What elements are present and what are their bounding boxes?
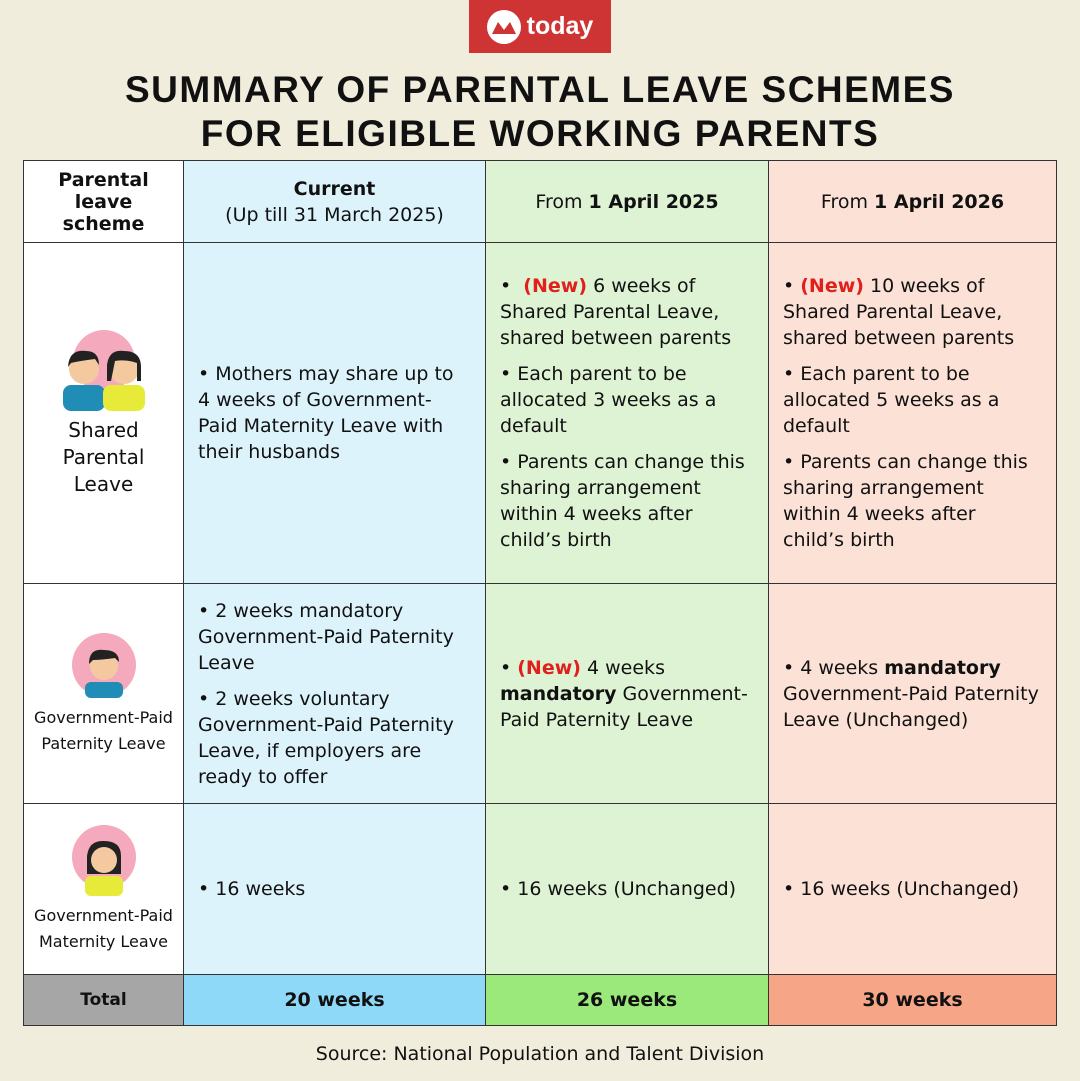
table-row: Government-Paid Paternity Leave • 2 week… <box>23 583 1057 804</box>
logo-text: today <box>526 12 594 40</box>
leave-table: Parental leave scheme Current (Up till 31… <box>23 160 1057 1026</box>
table-row: Shared Parental Leave • Mothers may shar… <box>23 242 1057 584</box>
bullet-text: Government-Paid Paternity Leave <box>500 682 748 731</box>
father-icon <box>71 632 136 698</box>
header-current: Current (Up till 31 March 2025) <box>183 160 486 243</box>
total-current: 20 weeks <box>183 974 486 1026</box>
header-scheme: Parental leave scheme <box>23 160 184 243</box>
header-row: Parental leave scheme Current (Up till 31… <box>23 160 1057 243</box>
cell-2026: • (New) 10 weeks of Shared Parental Leav… <box>768 242 1057 584</box>
current-sub: (Up till 31 March 2025) <box>225 203 444 226</box>
bullet: • (New) 4 weeks mandatory Government-Pai… <box>500 656 748 731</box>
bullet-text: • 4 weeks <box>783 656 879 679</box>
date-2025: 1 April 2025 <box>588 190 719 213</box>
logo-mark-icon <box>486 9 521 44</box>
bullet: • 4 weeks mandatory Government-Paid Pate… <box>783 655 1042 733</box>
bullet: • Parents can change this sharing arrang… <box>500 451 745 551</box>
total-2025: 26 weeks <box>485 974 769 1026</box>
today-logo: today <box>469 0 611 53</box>
scheme-cell: Government-Paid Paternity Leave <box>23 583 184 804</box>
page-title: SUMMARY OF PARENTAL LEAVE SCHEMES FOR ELI… <box>0 68 1080 156</box>
bullet-text: 10 weeks of Shared Parental Leave, share… <box>783 275 1015 349</box>
new-badge: (New) <box>517 656 581 679</box>
bullet: • Each parent to be allocated 3 weeks as… <box>500 363 717 437</box>
bullet: • Parents can change this sharing arrang… <box>783 451 1028 551</box>
scheme-label: Shared Parental Leave <box>62 417 145 496</box>
title-line-2: FOR ELIGIBLE WORKING PARENTS <box>200 113 880 154</box>
source-note: Source: National Population and Talent D… <box>315 1043 765 1065</box>
cell-2025: • (New) 4 weeks mandatory Government-Pai… <box>485 583 769 804</box>
total-row: Total 20 weeks 26 weeks 30 weeks <box>23 974 1057 1026</box>
couple-icon <box>62 329 145 411</box>
scheme-label: Government-Paid Maternity Leave <box>34 906 173 951</box>
table-row: Government-Paid Maternity Leave • 16 wee… <box>23 803 1057 975</box>
new-badge: (New) <box>523 275 588 297</box>
current-cell: • 16 weeks <box>183 803 486 975</box>
mother-icon <box>71 825 136 896</box>
cell-2025: • 16 weeks (Unchanged) <box>485 803 769 975</box>
current-cell: • 2 weeks mandatory Government-Paid Pate… <box>183 583 486 804</box>
header-2025: From 1 April 2025 <box>485 160 769 243</box>
scheme-label: Government-Paid Paternity Leave <box>34 707 173 753</box>
scheme-cell: Government-Paid Maternity Leave <box>23 803 184 975</box>
bullet: • Each parent to be allocated 5 weeks as… <box>783 363 1000 437</box>
cell-2026: • 4 weeks mandatory Government-Paid Pate… <box>768 583 1057 804</box>
bullet: • (New) 6 weeks of Shared Parental Leave… <box>500 275 732 349</box>
bold-text: mandatory <box>500 682 617 705</box>
total-2026: 30 weeks <box>768 974 1057 1026</box>
bullet-text: 6 weeks of Shared Parental Leave, shared… <box>500 275 732 349</box>
bullet: • 2 weeks mandatory Government-Paid Pate… <box>198 599 454 674</box>
date-2026: 1 April 2026 <box>874 190 1005 213</box>
total-label: Total <box>23 974 184 1026</box>
cell-2025: • (New) 6 weeks of Shared Parental Leave… <box>485 242 769 584</box>
bold-text: mandatory <box>884 656 1001 679</box>
bullet: • (New) 10 weeks of Shared Parental Leav… <box>783 275 1015 349</box>
bullet-text: Government-Paid Paternity Leave (Unchang… <box>783 682 1039 731</box>
current-label: Current <box>293 177 376 200</box>
current-cell: • Mothers may share up to 4 weeks of Gov… <box>183 242 486 584</box>
title-line-1: SUMMARY OF PARENTAL LEAVE SCHEMES <box>125 69 955 110</box>
scheme-cell: Shared Parental Leave <box>23 242 184 584</box>
bullet-text: 4 weeks <box>587 656 665 679</box>
bullet: • Mothers may share up to 4 weeks of Gov… <box>198 363 454 463</box>
header-2026: From 1 April 2026 <box>768 160 1057 243</box>
cell-2026: • 16 weeks (Unchanged) <box>768 803 1057 975</box>
from-label: From <box>535 190 583 213</box>
bullet: • 2 weeks voluntary Government-Paid Pate… <box>198 687 454 788</box>
from-label: From <box>820 190 868 213</box>
new-badge: (New) <box>800 275 864 297</box>
